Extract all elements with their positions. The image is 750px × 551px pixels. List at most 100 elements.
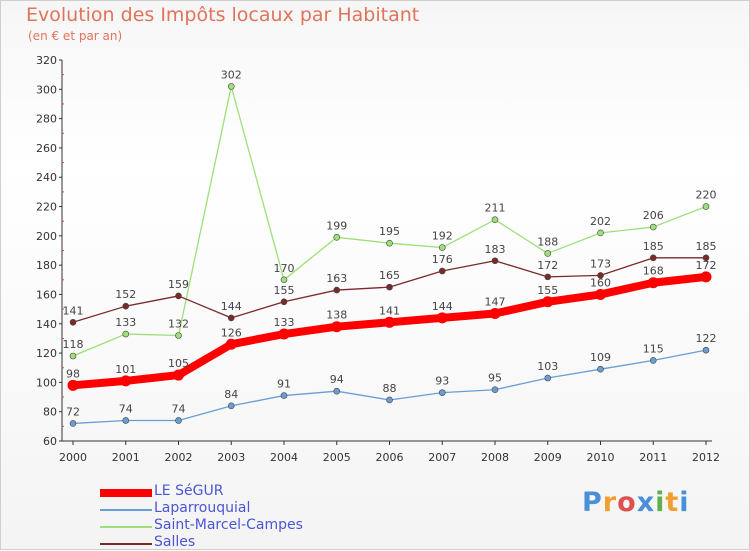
data-point [384, 316, 395, 328]
data-point [436, 312, 448, 324]
series-layer [67, 83, 712, 427]
data-point [175, 292, 182, 300]
data-point [597, 365, 604, 373]
data-label: 188 [537, 235, 558, 248]
logo-letter: o [617, 487, 637, 518]
data-point [491, 216, 499, 224]
data-label: 72 [66, 405, 80, 418]
data-label: 101 [115, 363, 136, 376]
data-label: 147 [485, 296, 506, 309]
data-label: 183 [485, 243, 506, 256]
data-label: 109 [590, 351, 611, 364]
data-label: 165 [379, 269, 400, 282]
x-tick-label: 2011 [639, 451, 667, 464]
data-label: 133 [274, 316, 295, 329]
legend-swatch [100, 526, 152, 528]
x-tick-label: 2009 [534, 451, 562, 464]
data-label: 144 [221, 300, 242, 313]
data-point [702, 346, 710, 354]
data-point [333, 286, 341, 294]
data-label: 170 [274, 262, 295, 275]
data-point [491, 257, 499, 265]
data-label: 74 [119, 402, 133, 415]
data-label: 126 [221, 326, 242, 339]
logo-letter: x [636, 487, 656, 518]
data-point [700, 271, 712, 283]
data-label: 132 [168, 317, 189, 330]
data-label: 302 [221, 68, 242, 81]
data-label: 105 [168, 357, 189, 370]
legend-swatch [100, 489, 152, 497]
logo-letter: i [679, 487, 690, 518]
data-label: 211 [485, 202, 506, 215]
data-label: 176 [432, 253, 453, 266]
data-point [438, 244, 446, 251]
x-tick-label: 2006 [376, 451, 404, 464]
data-label: 192 [432, 230, 453, 243]
series-saint-marcel-campes [69, 83, 710, 360]
data-point [120, 375, 132, 387]
data-label: 159 [168, 278, 189, 291]
data-point [491, 386, 499, 394]
data-point [333, 234, 341, 241]
logo-letter: P [582, 487, 603, 518]
data-label: 98 [66, 367, 80, 380]
data-label: 133 [115, 316, 136, 329]
data-point [597, 229, 604, 237]
data-label: 91 [277, 378, 291, 391]
data-point [122, 330, 130, 338]
y-tick-label: 240 [36, 171, 57, 184]
data-label: 185 [643, 240, 664, 253]
data-point [175, 417, 182, 424]
data-label: 88 [383, 382, 397, 395]
data-point [544, 374, 552, 382]
data-label: 122 [696, 332, 717, 345]
data-labels-layer: 72 74 74 84 91 94 88 93 95 103 109 115 122 118 133 132 3… [63, 68, 717, 418]
y-tick-label: 280 [36, 113, 57, 126]
data-point [647, 277, 659, 289]
y-tick-label: 160 [36, 288, 57, 301]
data-label: 199 [326, 219, 347, 232]
legend-item: LE SéGUR [100, 483, 420, 500]
data-point [333, 387, 341, 395]
data-label: 155 [274, 284, 295, 297]
data-label: 141 [63, 304, 84, 317]
data-label: 172 [537, 259, 558, 272]
data-point [280, 298, 288, 306]
legend-swatch [100, 543, 152, 545]
data-point [542, 296, 554, 308]
y-tick-label: 120 [36, 347, 57, 360]
data-label: 206 [643, 209, 664, 222]
data-point [649, 357, 657, 364]
data-label: 84 [224, 388, 238, 401]
series-salles [69, 254, 710, 326]
data-point [597, 272, 604, 279]
data-label: 93 [435, 375, 449, 388]
data-label: 144 [432, 300, 453, 313]
proxiti-logo: Proxiti [582, 487, 690, 518]
logo-letter: t [665, 487, 680, 518]
y-tick-label: 320 [36, 54, 57, 67]
legend-item: Laparrouquial [100, 500, 420, 517]
data-point [331, 321, 343, 333]
legend-item: Saint-Marcel-Campes [100, 517, 420, 534]
x-tick-label: 2012 [692, 451, 720, 464]
data-point [386, 239, 393, 247]
x-tick-label: 2003 [217, 451, 245, 464]
data-point [280, 392, 288, 399]
data-label: 173 [590, 257, 611, 270]
data-point [702, 203, 710, 210]
data-point [69, 420, 77, 427]
series-le-s-gur [67, 271, 712, 391]
series-laparrouquial [69, 346, 710, 427]
data-point [386, 396, 393, 404]
y-tick-label: 200 [36, 230, 57, 243]
chart-title: Evolution des Impôts locaux par Habitant [26, 4, 420, 26]
data-label: 118 [63, 338, 84, 351]
y-tick-label: 220 [36, 201, 57, 214]
data-label: 160 [590, 276, 611, 289]
data-point [175, 332, 182, 339]
data-point [489, 308, 501, 320]
